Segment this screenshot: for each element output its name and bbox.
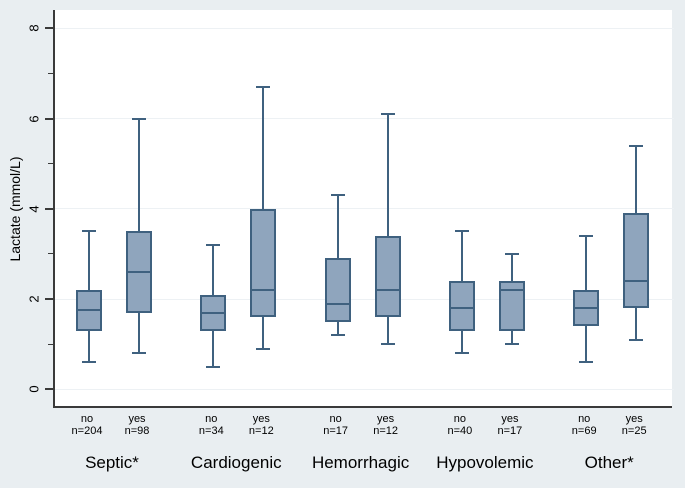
whisker-cap-upper — [256, 85, 271, 88]
whisker-cap-upper — [579, 234, 594, 237]
whisker-cap-upper — [629, 144, 644, 147]
y-tick-label: 0 — [26, 385, 42, 393]
box-n-label: n=204 — [71, 425, 103, 437]
box-label: yes — [377, 413, 395, 425]
median-line — [76, 309, 102, 312]
box-label: yes — [252, 413, 270, 425]
gridline — [55, 298, 674, 300]
group-label: Hypovolemic — [436, 453, 534, 472]
box — [448, 281, 475, 331]
box-n-label: n=40 — [447, 425, 473, 437]
whisker-cap-lower — [579, 361, 594, 364]
box — [374, 235, 401, 318]
whisker-line — [386, 114, 389, 345]
whisker-cap-lower — [504, 343, 519, 346]
box-n-label: n=25 — [621, 425, 647, 437]
box — [250, 208, 277, 318]
box-label: yes — [625, 413, 643, 425]
median-line — [448, 307, 475, 310]
gridline — [55, 118, 674, 120]
y-tick-major — [45, 117, 53, 120]
box-label: yes — [128, 413, 146, 425]
group-label: Septic* — [85, 453, 139, 472]
median-line — [573, 307, 600, 310]
y-tick-minor — [48, 163, 53, 165]
y-tick-major — [45, 27, 53, 30]
median-line — [250, 289, 277, 292]
box-label: yes — [501, 413, 519, 425]
group-label: Other* — [584, 453, 634, 472]
y-axis-title: Lactate (mmol/L) — [7, 156, 23, 262]
median-line — [498, 289, 525, 292]
whisker-cap-upper — [380, 113, 395, 116]
y-tick-major — [45, 298, 53, 301]
box-label: no — [80, 413, 94, 425]
gridline — [55, 388, 674, 390]
y-tick-label: 4 — [26, 205, 42, 213]
box — [623, 213, 650, 309]
median-line — [324, 302, 351, 305]
whisker-cap-upper — [206, 243, 221, 246]
whisker-cap-lower — [380, 343, 395, 346]
whisker-cap-lower — [82, 361, 96, 364]
whisker-cap-upper — [330, 194, 345, 197]
y-tick-minor — [48, 72, 53, 74]
box-label: no — [329, 413, 342, 425]
y-tick-major — [45, 388, 53, 391]
y-tick-major — [45, 207, 53, 210]
group-label: Hemorrhagic — [311, 453, 410, 472]
box-n-label: n=12 — [248, 425, 274, 437]
box-n-label: n=17 — [323, 425, 348, 437]
gridline — [55, 27, 674, 29]
box-n-label: n=98 — [124, 425, 150, 437]
y-tick-minor — [48, 253, 53, 255]
box-n-label: n=12 — [373, 425, 398, 437]
whisker-cap-lower — [330, 334, 345, 337]
box-n-label: n=17 — [497, 425, 523, 437]
box-n-label: n=69 — [571, 425, 597, 437]
whisker-cap-upper — [454, 230, 469, 233]
group-label: Cardiogenic — [190, 453, 282, 472]
y-tick-label: 8 — [26, 24, 42, 32]
whisker-cap-lower — [206, 365, 221, 368]
box-label: no — [453, 413, 467, 425]
whisker-cap-lower — [629, 338, 644, 341]
gridline — [55, 208, 674, 210]
plot-area — [53, 10, 674, 408]
median-line — [374, 289, 401, 292]
median-line — [126, 270, 152, 273]
whisker-cap-upper — [82, 230, 96, 233]
whisker-cap-upper — [132, 117, 146, 120]
median-line — [200, 311, 227, 314]
box-n-label: n=34 — [198, 425, 224, 437]
box — [324, 258, 351, 322]
whisker-cap-upper — [504, 252, 519, 255]
whisker-cap-lower — [454, 352, 469, 355]
y-tick-minor — [48, 343, 53, 345]
whisker-cap-lower — [256, 347, 271, 350]
y-tick-label: 2 — [26, 295, 42, 303]
box-label: no — [578, 413, 591, 425]
whisker-cap-lower — [132, 352, 146, 355]
y-tick-label: 6 — [26, 114, 42, 123]
median-line — [623, 280, 650, 282]
box-label: no — [205, 413, 218, 425]
